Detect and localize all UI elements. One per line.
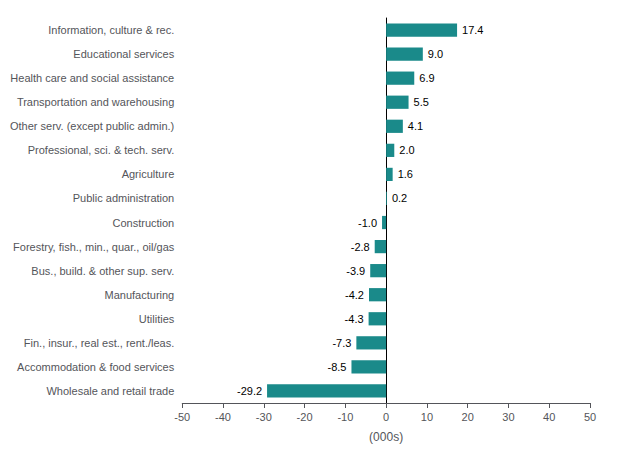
svg-text:-4.2: -4.2 — [345, 289, 364, 301]
svg-text:Construction: Construction — [112, 217, 174, 229]
svg-text:9.0: 9.0 — [428, 48, 443, 60]
svg-text:-29.2: -29.2 — [237, 385, 262, 397]
svg-text:-30: -30 — [256, 411, 272, 423]
svg-text:-20: -20 — [297, 411, 313, 423]
svg-text:30: 30 — [502, 411, 514, 423]
svg-text:Utilities: Utilities — [139, 313, 175, 325]
svg-text:(000s): (000s) — [369, 430, 403, 444]
svg-text:Fin., insur., real est., rent.: Fin., insur., real est., rent./leas. — [24, 337, 174, 349]
svg-text:20: 20 — [462, 411, 474, 423]
svg-text:Health care and social assista: Health care and social assistance — [10, 72, 174, 84]
svg-text:Accommodation & food services: Accommodation & food services — [17, 361, 175, 373]
svg-text:-2.8: -2.8 — [351, 241, 370, 253]
svg-text:4.1: 4.1 — [408, 120, 423, 132]
svg-text:-7.3: -7.3 — [332, 337, 351, 349]
svg-text:0: 0 — [383, 411, 389, 423]
svg-text:Manufacturing: Manufacturing — [105, 289, 175, 301]
svg-text:Public administration: Public administration — [73, 192, 175, 204]
svg-text:-1.0: -1.0 — [358, 217, 377, 229]
svg-text:-50: -50 — [174, 411, 190, 423]
svg-text:-10: -10 — [337, 411, 353, 423]
svg-text:Forestry, fish., min., quar.,: Forestry, fish., min., quar., oil/gas — [13, 241, 175, 253]
svg-text:50: 50 — [584, 411, 596, 423]
svg-text:Information, culture & rec.: Information, culture & rec. — [48, 24, 174, 36]
svg-text:Educational services: Educational services — [73, 48, 174, 60]
svg-text:-4.3: -4.3 — [345, 313, 364, 325]
svg-text:Agriculture: Agriculture — [122, 168, 175, 180]
svg-text:40: 40 — [543, 411, 555, 423]
svg-text:Wholesale and retail trade: Wholesale and retail trade — [46, 385, 174, 397]
svg-text:17.4: 17.4 — [462, 24, 483, 36]
svg-text:-8.5: -8.5 — [327, 361, 346, 373]
svg-text:-40: -40 — [215, 411, 231, 423]
svg-text:Transportation and warehousing: Transportation and warehousing — [17, 96, 174, 108]
svg-text:6.9: 6.9 — [419, 72, 434, 84]
svg-text:-3.9: -3.9 — [346, 265, 365, 277]
svg-text:0.2: 0.2 — [392, 192, 407, 204]
svg-text:1.6: 1.6 — [398, 168, 413, 180]
svg-text:Other serv. (except public adm: Other serv. (except public admin.) — [10, 120, 174, 132]
svg-text:5.5: 5.5 — [414, 96, 429, 108]
svg-text:10: 10 — [421, 411, 433, 423]
svg-text:Professional, sci. & tech. ser: Professional, sci. & tech. serv. — [28, 144, 175, 156]
svg-text:2.0: 2.0 — [399, 144, 414, 156]
svg-text:Bus., build. & other sup. serv: Bus., build. & other sup. serv. — [31, 265, 174, 277]
